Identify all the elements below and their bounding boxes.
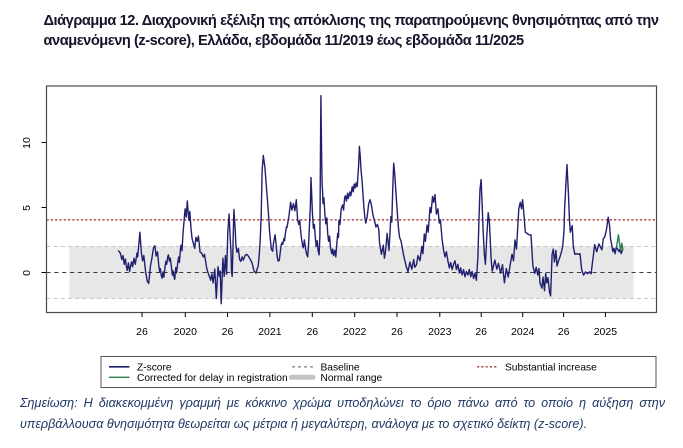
svg-text:2021: 2021 [258, 326, 282, 338]
svg-text:Baseline: Baseline [321, 362, 360, 373]
svg-text:2023: 2023 [428, 326, 452, 338]
svg-text:26: 26 [391, 326, 403, 338]
svg-text:2024: 2024 [511, 326, 535, 338]
svg-text:26: 26 [222, 326, 234, 338]
svg-text:Corrected for delay in registr: Corrected for delay in registration [137, 373, 288, 384]
svg-text:2025: 2025 [594, 326, 618, 338]
svg-text:Substantial increase: Substantial increase [505, 362, 597, 373]
svg-text:0: 0 [21, 270, 33, 276]
svg-text:2020: 2020 [174, 326, 198, 338]
svg-text:10: 10 [21, 137, 33, 149]
svg-text:26: 26 [136, 326, 148, 338]
svg-text:Normal range: Normal range [321, 373, 383, 384]
svg-text:26: 26 [306, 326, 318, 338]
svg-text:26: 26 [558, 326, 570, 338]
svg-text:5: 5 [21, 205, 33, 211]
svg-text:Z-score: Z-score [137, 362, 172, 373]
svg-text:2022: 2022 [343, 326, 367, 338]
svg-text:26: 26 [475, 326, 487, 338]
